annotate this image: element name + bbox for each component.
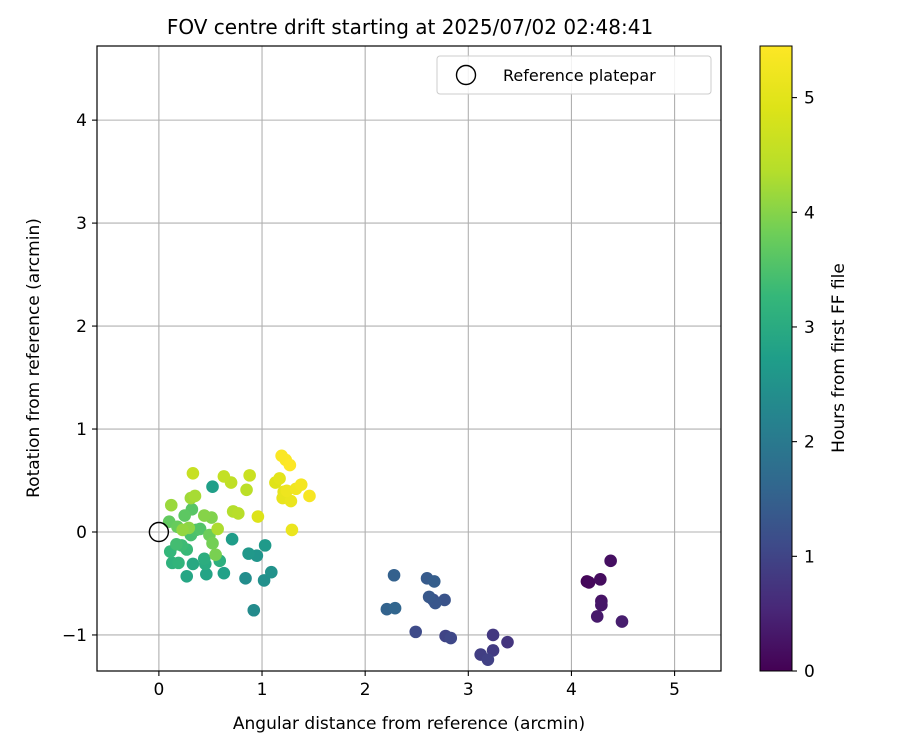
y-tick-label: 4: [76, 111, 87, 131]
colorbar-tick-label: 2: [804, 433, 815, 453]
data-point: [176, 523, 189, 537]
x-tick-label: 3: [463, 680, 474, 700]
y-axis-ticks: −1 0 1 2 3 4: [62, 111, 97, 646]
y-tick-label: 1: [76, 420, 87, 440]
data-point: [186, 557, 200, 571]
legend-box: [436, 55, 712, 95]
y-axis-label: Rotation from reference (arcmin): [24, 218, 44, 498]
data-point: [193, 522, 207, 536]
x-tick-label: 5: [669, 680, 680, 700]
data-point: [285, 523, 299, 537]
data-point: [206, 480, 219, 493]
colorbar-tick-label: 5: [804, 89, 815, 109]
data-point: [582, 576, 596, 589]
data-point: [481, 653, 495, 666]
data-point: [427, 575, 441, 588]
x-axis-ticks: 0 1 2 3 4 5: [153, 671, 680, 700]
data-point: [486, 644, 500, 657]
x-tick-label: 1: [257, 680, 268, 700]
colorbar-ticks: 0 1 2 3 4 5: [792, 89, 815, 682]
data-point: [178, 509, 191, 522]
data-point: [209, 548, 222, 561]
x-tick-label: 0: [153, 680, 164, 700]
data-point: [444, 631, 458, 645]
y-tick-label: 3: [76, 214, 87, 234]
data-point: [170, 538, 183, 551]
colorbar-tick-label: 1: [804, 547, 815, 567]
legend-marker: [455, 64, 477, 86]
colorbar-tick-label: 4: [804, 203, 815, 223]
plot-frame: [96, 45, 722, 672]
data-points: [162, 449, 629, 666]
data-point: [239, 572, 252, 585]
colorbar-tick-label: 0: [804, 662, 815, 682]
data-point: [265, 565, 278, 579]
data-point: [251, 510, 265, 523]
data-point: [211, 522, 224, 536]
data-point: [197, 552, 211, 566]
data-point: [225, 532, 239, 546]
data-point: [258, 539, 272, 552]
data-point: [172, 556, 185, 570]
x-tick-label: 4: [566, 680, 577, 700]
data-point: [273, 472, 286, 485]
data-point: [303, 489, 316, 503]
x-axis-label: Angular distance from reference (arcmin): [233, 714, 585, 734]
data-point: [409, 625, 423, 639]
data-point: [422, 590, 436, 604]
data-point: [595, 598, 608, 612]
data-point: [501, 635, 514, 649]
data-point: [206, 537, 219, 550]
colorbar-label: Hours from first FF file: [829, 263, 849, 453]
data-point: [217, 566, 231, 580]
data-point: [188, 489, 202, 503]
y-tick-label: −1: [62, 626, 87, 646]
data-point: [388, 601, 402, 615]
data-point: [217, 470, 231, 483]
data-point: [486, 628, 500, 642]
colorbar: [759, 45, 793, 672]
y-tick-label: 2: [76, 317, 87, 337]
data-point: [240, 483, 253, 497]
data-point: [200, 567, 213, 581]
legend-label: Reference platepar: [503, 66, 656, 85]
data-point: [197, 509, 211, 522]
data-point: [242, 547, 255, 560]
data-point: [604, 554, 617, 568]
data-point: [257, 574, 271, 587]
data-point: [180, 569, 194, 583]
data-point: [243, 469, 256, 482]
data-point: [387, 568, 401, 582]
data-point: [164, 498, 178, 512]
data-point: [294, 478, 308, 491]
legend: Reference platepar: [436, 55, 712, 95]
data-point: [594, 573, 607, 586]
data-point: [186, 467, 200, 480]
chart-title: FOV centre drift starting at 2025/07/02 …: [167, 15, 653, 39]
y-tick-label: 0: [76, 523, 87, 543]
x-tick-label: 2: [360, 680, 371, 700]
colorbar-tick-label: 3: [804, 318, 815, 338]
data-point: [615, 615, 629, 628]
data-point: [232, 507, 245, 520]
data-point: [283, 458, 297, 472]
data-point: [590, 610, 604, 623]
data-point: [284, 494, 298, 508]
data-point: [247, 603, 261, 617]
reference-platepar-marker: [148, 521, 170, 543]
